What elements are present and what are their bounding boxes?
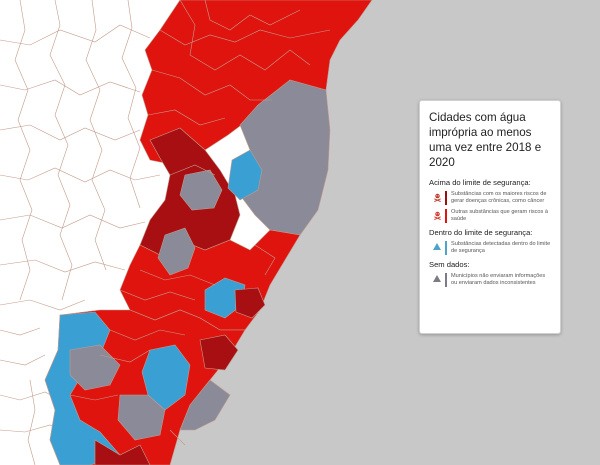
legend-item-label: Municípios não enviaram informações ou e… [451, 273, 546, 286]
legend-section-no-data: Sem dados: Municípios não enviaram infor… [429, 260, 552, 287]
region-dark-red-east [234, 287, 266, 319]
map-legend: Cidades com água imprópria ao menos uma … [419, 100, 561, 334]
region-gray-mid [179, 169, 223, 211]
region-gray-southeast [179, 379, 231, 431]
warning-triangle-blue-icon [429, 241, 445, 250]
legend-section-above-limit: Acima do limite de segurança: Substância… [429, 178, 552, 223]
legend-title: Cidades com água imprópria ao menos uma … [429, 111, 542, 169]
legend-color-bar-gray [445, 273, 447, 287]
region-blue-south-center [141, 344, 191, 411]
legend-item-label: Substâncias com os maiores riscos de ger… [451, 191, 547, 204]
neighbor-municipality-borders [0, 0, 161, 465]
region-dark-red-south [199, 334, 239, 371]
legend-section-heading: Acima do limite de segurança: [429, 178, 531, 187]
legend-section-heading: Sem dados: [429, 260, 470, 269]
legend-section-within-limit: Dentro do limite de segurança: Substânci… [429, 228, 552, 255]
skull-crossbones-icon [429, 209, 445, 220]
region-gray-south-1 [69, 344, 121, 391]
legend-item-chronic-risk: Substâncias com os maiores riscos de ger… [429, 191, 552, 205]
legend-color-bar-blue [445, 241, 447, 255]
region-blue-central [227, 149, 263, 201]
warning-triangle-gray-icon [429, 273, 445, 282]
region-central-gray [239, 79, 331, 236]
legend-item-other-risk: Outras substâncias que geram riscos à sa… [429, 209, 552, 223]
legend-section-heading: Dentro do limite de segurança: [429, 228, 533, 237]
region-dark-red-southwest [94, 439, 151, 465]
legend-item-within-limit: Substâncias detectadas dentro do limite … [429, 241, 552, 255]
legend-item-label: Substâncias detectadas dentro do limite … [451, 241, 551, 254]
legend-item-no-data: Municípios não enviaram informações ou e… [429, 273, 552, 287]
skull-crossbones-icon [429, 191, 445, 202]
legend-item-label: Outras substâncias que geram riscos à sa… [451, 209, 549, 222]
legend-color-bar-red [445, 209, 447, 223]
legend-color-bar-dark-red [445, 191, 447, 205]
region-gray-south-2 [117, 394, 166, 441]
region-gray-west [157, 227, 196, 276]
state-municipality-borders [69, 0, 331, 446]
